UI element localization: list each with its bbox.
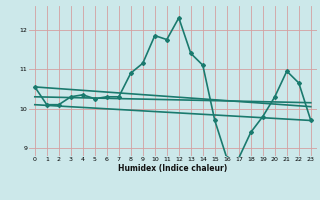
X-axis label: Humidex (Indice chaleur): Humidex (Indice chaleur)	[118, 164, 228, 173]
